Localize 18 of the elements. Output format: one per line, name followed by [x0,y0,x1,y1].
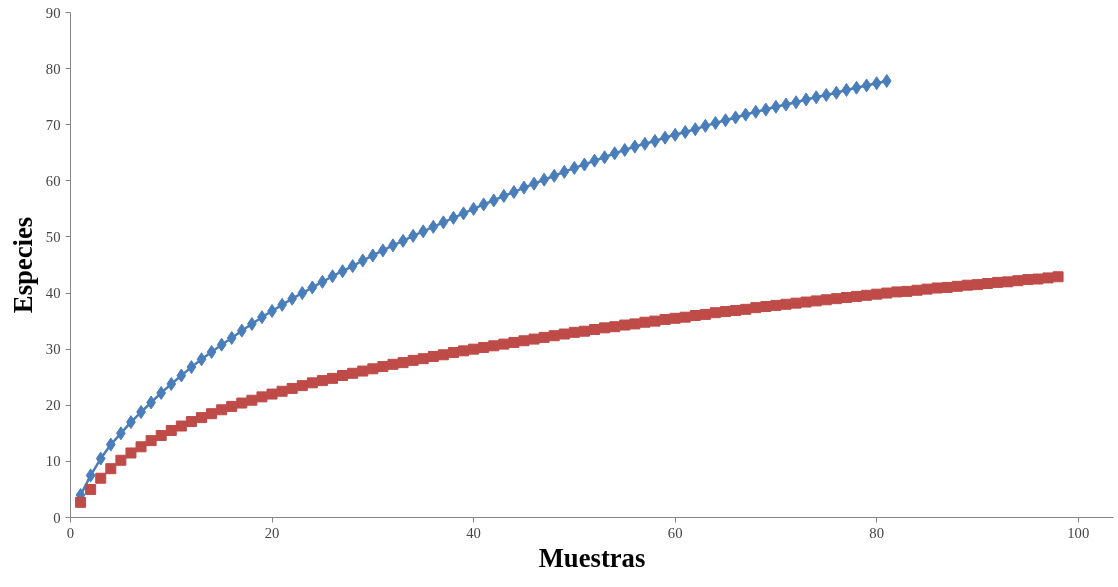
y-tick-label: 90 [45,4,61,21]
x-tick-label: 60 [667,524,683,541]
x-tick-label: 40 [466,524,481,541]
y-tick-label: 0 [53,509,61,526]
y-tick-label: 80 [45,60,61,77]
x-axis-title: Muestras [538,542,646,573]
x-tick-label: 80 [869,524,885,541]
x-tick-label: 20 [264,524,280,541]
x-tick-label: 0 [66,524,75,541]
y-tick-label: 10 [45,453,61,470]
y-tick-label: 70 [45,116,61,133]
x-tick-label: 100 [1067,524,1090,541]
y-tick-label: 20 [45,397,61,414]
y-tick-label: 50 [45,228,61,245]
y-tick-label: 60 [45,172,61,189]
y-tick-label: 30 [45,341,61,358]
y-tick-label: 40 [45,285,61,302]
y-axis-title: Especies [7,216,38,314]
